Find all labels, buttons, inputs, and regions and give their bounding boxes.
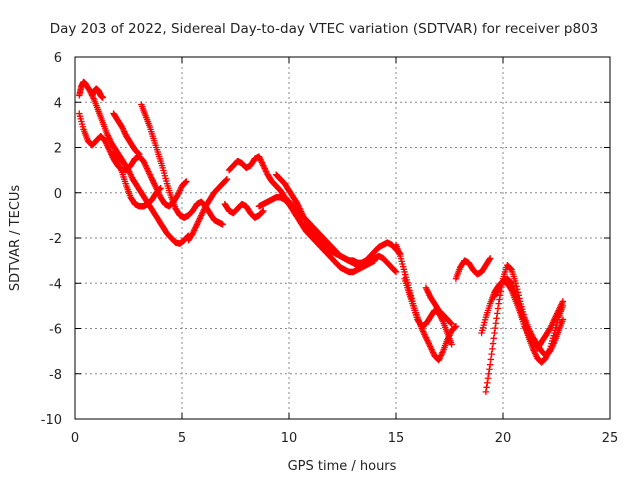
data-point-marker	[484, 379, 491, 386]
data-point-marker	[371, 257, 378, 264]
data-point-marker	[156, 185, 164, 193]
series-track: Satellite track D	[110, 148, 164, 210]
series-track: Satellite track L	[392, 241, 460, 364]
data-point-marker	[487, 356, 495, 363]
data-point-marker	[135, 150, 142, 157]
x-tick-label: 10	[281, 431, 298, 446]
series-track: Satellite track A	[76, 78, 192, 247]
y-tick-label: 0	[54, 187, 62, 202]
data-point-marker	[491, 324, 499, 332]
data-point-marker	[182, 178, 189, 186]
data-point-marker	[486, 256, 493, 263]
data-point-marker	[483, 384, 490, 391]
x-tick-label: 5	[178, 431, 186, 446]
x-tick-label: 25	[602, 431, 619, 446]
x-tick-label: 15	[388, 431, 405, 446]
y-tick-label: 4	[54, 96, 62, 111]
x-tick-label: 0	[71, 431, 79, 446]
series-track: Satellite track J	[255, 194, 378, 276]
series-track: Satellite track O	[452, 255, 494, 282]
data-point-marker	[485, 370, 492, 377]
data-point-marker	[259, 208, 266, 215]
data-point-marker	[392, 267, 399, 275]
axis-ticks	[74, 56, 611, 420]
y-tick-label: -2	[49, 232, 62, 247]
series-track: Satellite track C	[88, 85, 107, 101]
data-point-marker	[448, 341, 455, 348]
chart-title: Day 203 of 2022, Sidereal Day-to-day VTE…	[50, 21, 599, 37]
data-point-marker	[484, 375, 492, 382]
data-point-marker	[136, 151, 143, 158]
series-track: Satellite track N	[422, 284, 455, 328]
series-track: Satellite track R	[491, 275, 567, 366]
y-axis-label: SDTVAR / TECUs	[8, 185, 23, 292]
data-point-marker	[559, 298, 567, 305]
series-track: Satellite track G	[185, 175, 231, 244]
data-point-marker	[495, 300, 502, 307]
x-tick-label: 20	[495, 431, 512, 446]
data-point-marker	[157, 185, 164, 192]
data-point-marker	[489, 345, 496, 353]
x-tick-labels: 0 5 10 15 20 25	[71, 431, 618, 446]
data-point-marker	[491, 329, 498, 337]
data-point-marker	[490, 335, 497, 342]
y-tick-labels: -10 -8 -6 -4 -2 0 2 4 6	[41, 51, 62, 428]
data-point-marker	[486, 366, 493, 373]
data-point-marker	[448, 320, 455, 328]
data-point-marker	[223, 176, 230, 184]
y-tick-label: -6	[49, 323, 62, 338]
data-point-marker	[496, 296, 503, 303]
data-point-marker	[486, 361, 494, 368]
series-track: Satellite track K	[272, 171, 404, 267]
data-point-marker	[494, 310, 501, 317]
data-point-marker	[452, 323, 460, 330]
data-point-marker	[183, 178, 190, 185]
data-point-marker	[447, 320, 455, 327]
y-tick-label: -8	[49, 368, 62, 383]
data-point-marker	[488, 350, 495, 358]
data-point-marker	[482, 388, 490, 396]
data-point-marker	[494, 305, 502, 312]
y-tick-label: 2	[54, 142, 62, 157]
data-points: Satellite track ASatellite track BSatell…	[76, 78, 567, 396]
y-tick-label: 6	[54, 51, 62, 66]
y-tick-label: -4	[49, 277, 62, 292]
data-point-marker	[99, 94, 107, 101]
data-point-marker	[223, 175, 231, 183]
series-track: Satellite track F	[138, 101, 226, 228]
data-point-marker	[486, 255, 494, 262]
series-track: Satellite track E	[110, 110, 143, 158]
x-axis-label: GPS time / hours	[288, 459, 397, 474]
data-point-marker	[452, 323, 459, 331]
data-point-marker	[492, 320, 500, 327]
data-point-marker	[489, 340, 497, 347]
series-track: Satellite track S	[534, 298, 567, 353]
data-point-marker	[493, 315, 500, 322]
data-point-marker	[507, 265, 515, 273]
data-point-marker	[392, 268, 400, 276]
y-tick-label: -10	[41, 413, 62, 428]
data-point-marker	[260, 207, 267, 215]
grid-lines	[75, 57, 610, 419]
data-point-marker	[219, 221, 226, 228]
series-track: Satellite track H	[221, 200, 267, 221]
